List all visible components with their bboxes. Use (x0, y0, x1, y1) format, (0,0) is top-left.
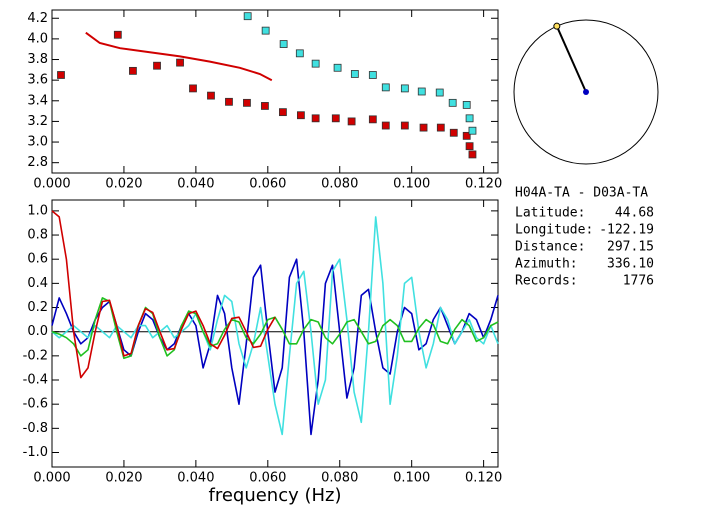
marker (261, 102, 269, 110)
marker (448, 98, 457, 107)
marker (153, 61, 161, 70)
info-title: H04A-TA - D03A-TA (515, 186, 648, 201)
marker (207, 91, 215, 100)
marker (311, 114, 320, 123)
marker (243, 12, 252, 21)
x-tick-label: 0.060 (249, 177, 286, 192)
marker (333, 63, 342, 72)
y-tick-label: 2.8 (27, 155, 48, 170)
series-line (51, 210, 276, 379)
marker (279, 40, 288, 48)
x-tick-label: 0.080 (321, 177, 358, 192)
y-tick-label: 4.0 (27, 31, 48, 46)
info-value: 44.68 (615, 206, 654, 221)
plot-1: 0.000 0.020 0.040 0.060 0.080 0.100 0.120 -1.0 -… (23, 199, 502, 506)
y-tick-label: 3.0 (27, 135, 48, 150)
marker (381, 83, 390, 92)
x-tick-label: 0.040 (177, 177, 214, 192)
marker (381, 121, 390, 130)
y-tick-label: 4.2 (27, 11, 48, 26)
series-line (51, 258, 499, 436)
marker (400, 84, 409, 93)
marker (129, 66, 137, 75)
y-tick-label: 0.4 (27, 276, 48, 291)
station-info: H04A-TA - D03A-TA Latitude: 44.68 Longitud… (515, 186, 654, 289)
marker (468, 150, 477, 159)
y-tick-label: 1.0 (27, 203, 48, 218)
y-tick-label: 0.2 (27, 300, 48, 315)
marker (468, 126, 477, 135)
y-tick-label: 3.8 (27, 52, 48, 67)
x-tick-label: 0.020 (105, 177, 142, 192)
marker (462, 131, 471, 140)
plot-0: 0.000 0.020 0.040 0.060 0.080 0.100 0.120 2.8 3.… (27, 9, 502, 192)
marker (311, 59, 320, 68)
y-tick-label: 3.2 (27, 114, 48, 129)
marker (350, 70, 359, 78)
x-tick-label: 0.120 (465, 177, 502, 192)
marker (261, 26, 270, 35)
marker (417, 87, 426, 96)
info-value: 297.15 (607, 240, 654, 255)
marker (347, 117, 356, 126)
marker (243, 98, 251, 107)
info-label: Azimuth: (515, 257, 578, 272)
info-label: Distance: (515, 240, 585, 255)
marker (225, 97, 233, 106)
azimuth-line (555, 25, 587, 93)
info-value: -122.19 (599, 223, 654, 238)
marker (419, 123, 428, 132)
marker (368, 71, 377, 79)
series-line (51, 216, 499, 436)
y-tick-label: -1.0 (23, 445, 48, 460)
marker (465, 114, 474, 123)
y-tick-label: 0.0 (27, 324, 48, 339)
y-tick-label: -0.6 (23, 397, 48, 412)
marker (279, 108, 287, 117)
x-axis-label: frequency (Hz) (208, 485, 341, 506)
plot-frame (51, 9, 499, 174)
x-tick-label: 0.040 (177, 471, 214, 486)
y-tick-label: -0.2 (23, 348, 48, 363)
info-value: 1776 (623, 274, 654, 289)
marker (113, 30, 122, 39)
x-tick-label: 0.000 (33, 471, 70, 486)
azimuth-dial (513, 19, 659, 165)
marker (368, 115, 377, 124)
y-tick-label: 0.6 (27, 252, 48, 267)
y-tick-label: 3.6 (27, 73, 48, 88)
marker (462, 101, 471, 109)
x-tick-label: 0.020 (105, 471, 142, 486)
y-tick-label: 3.4 (27, 93, 48, 108)
x-tick-label: 0.000 (33, 177, 70, 192)
info-label: Latitude: (515, 206, 585, 221)
x-tick-label: 0.120 (465, 471, 502, 486)
fit-line (85, 31, 273, 82)
plot-frame (51, 199, 499, 468)
y-tick-label: -0.4 (23, 373, 48, 388)
marker (465, 142, 474, 151)
marker (400, 121, 409, 130)
info-value: 336.10 (607, 257, 654, 272)
y-tick-label: 0.8 (27, 228, 48, 243)
x-tick-label: 0.100 (393, 471, 430, 486)
marker (296, 111, 305, 120)
x-tick-label: 0.080 (321, 471, 358, 486)
x-tick-label: 0.100 (393, 177, 430, 192)
marker (295, 49, 304, 58)
station-dot (583, 89, 589, 95)
azimuth-end (553, 22, 561, 30)
info-label: Longitude: (515, 223, 593, 238)
marker (435, 88, 444, 97)
info-label: Records: (515, 274, 578, 289)
marker (176, 58, 184, 67)
marker (57, 71, 65, 79)
y-tick-label: -0.8 (23, 421, 48, 436)
marker (449, 128, 458, 137)
marker (189, 84, 197, 93)
marker (436, 123, 445, 132)
x-tick-label: 0.060 (249, 471, 286, 486)
marker (331, 114, 340, 123)
